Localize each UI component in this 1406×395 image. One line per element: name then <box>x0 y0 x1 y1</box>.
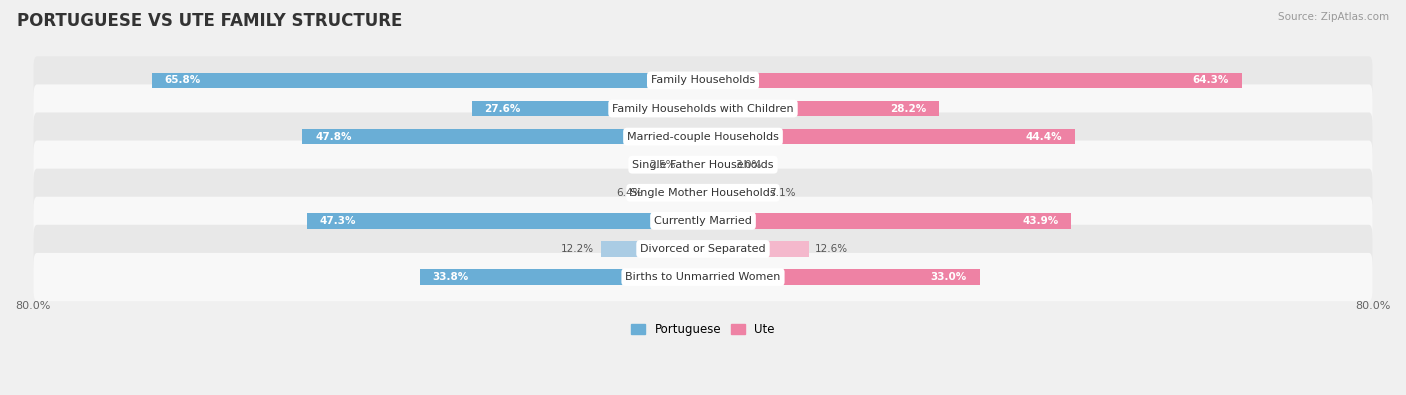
Bar <box>703 101 939 116</box>
Text: 47.3%: 47.3% <box>319 216 356 226</box>
Text: 43.9%: 43.9% <box>1022 216 1059 226</box>
FancyBboxPatch shape <box>34 141 1372 189</box>
Text: Single Mother Households: Single Mother Households <box>630 188 776 198</box>
Text: 3.0%: 3.0% <box>735 160 761 170</box>
Bar <box>703 269 980 285</box>
Text: 28.2%: 28.2% <box>890 103 927 113</box>
Text: PORTUGUESE VS UTE FAMILY STRUCTURE: PORTUGUESE VS UTE FAMILY STRUCTURE <box>17 12 402 30</box>
Bar <box>302 129 703 144</box>
Text: 44.4%: 44.4% <box>1026 132 1063 142</box>
FancyBboxPatch shape <box>34 113 1372 161</box>
Bar <box>703 213 1071 229</box>
Bar <box>472 101 703 116</box>
Bar <box>703 157 728 173</box>
Text: Divorced or Separated: Divorced or Separated <box>640 244 766 254</box>
FancyBboxPatch shape <box>34 197 1372 245</box>
Bar <box>682 157 703 173</box>
Text: 7.1%: 7.1% <box>769 188 796 198</box>
FancyBboxPatch shape <box>34 253 1372 301</box>
Bar <box>307 213 703 229</box>
Text: 47.8%: 47.8% <box>315 132 352 142</box>
Text: 6.4%: 6.4% <box>616 188 643 198</box>
Text: 27.6%: 27.6% <box>484 103 520 113</box>
Bar <box>703 241 808 257</box>
Text: Source: ZipAtlas.com: Source: ZipAtlas.com <box>1278 12 1389 22</box>
Text: 12.2%: 12.2% <box>561 244 595 254</box>
Text: Births to Unmarried Women: Births to Unmarried Women <box>626 272 780 282</box>
Bar <box>703 73 1241 88</box>
Text: Family Households: Family Households <box>651 75 755 85</box>
Bar <box>420 269 703 285</box>
Text: 2.5%: 2.5% <box>648 160 675 170</box>
Text: Currently Married: Currently Married <box>654 216 752 226</box>
FancyBboxPatch shape <box>34 56 1372 105</box>
Text: 12.6%: 12.6% <box>815 244 848 254</box>
Text: 64.3%: 64.3% <box>1192 75 1229 85</box>
Bar <box>152 73 703 88</box>
Bar <box>703 129 1076 144</box>
Text: Single Father Households: Single Father Households <box>633 160 773 170</box>
Text: Family Households with Children: Family Households with Children <box>612 103 794 113</box>
Text: 33.8%: 33.8% <box>433 272 468 282</box>
FancyBboxPatch shape <box>34 169 1372 217</box>
Legend: Portuguese, Ute: Portuguese, Ute <box>627 318 779 340</box>
Bar <box>600 241 703 257</box>
FancyBboxPatch shape <box>34 85 1372 133</box>
Text: 33.0%: 33.0% <box>931 272 967 282</box>
FancyBboxPatch shape <box>34 225 1372 273</box>
Text: 65.8%: 65.8% <box>165 75 201 85</box>
Bar <box>703 185 762 201</box>
Bar <box>650 185 703 201</box>
Text: Married-couple Households: Married-couple Households <box>627 132 779 142</box>
